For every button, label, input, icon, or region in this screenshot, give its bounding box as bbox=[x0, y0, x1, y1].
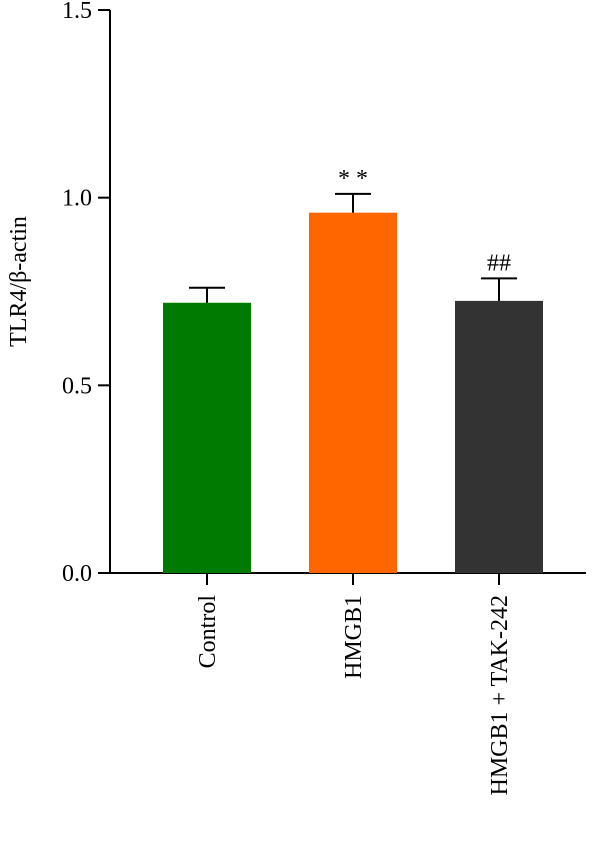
significance-annotations: * * ## bbox=[338, 166, 511, 276]
bar-2 bbox=[309, 212, 397, 573]
y-axis-title: TLR4/β-actin bbox=[6, 216, 32, 347]
x-axis: Control HMGB1 HMGB1 + TAK-242 bbox=[109, 572, 586, 796]
y-axis: 0.0 0.5 1.0 1.5 bbox=[62, 0, 111, 587]
bar-3 bbox=[455, 300, 543, 573]
error-bars bbox=[189, 192, 517, 303]
annotation-3: ## bbox=[487, 250, 511, 276]
bar-1 bbox=[163, 302, 251, 573]
x-tick-label: HMGB1 bbox=[341, 595, 367, 679]
annotation-2: * * bbox=[338, 166, 368, 192]
y-tick-label: 0.5 bbox=[62, 373, 92, 399]
y-tick-label: 1.0 bbox=[62, 186, 92, 212]
x-tick-label: HMGB1 + TAK-242 bbox=[487, 595, 513, 796]
y-tick-label: 1.5 bbox=[62, 0, 92, 24]
bars bbox=[163, 212, 543, 573]
x-tick-label: Control bbox=[195, 595, 221, 669]
y-tick-label: 0.0 bbox=[62, 561, 92, 587]
